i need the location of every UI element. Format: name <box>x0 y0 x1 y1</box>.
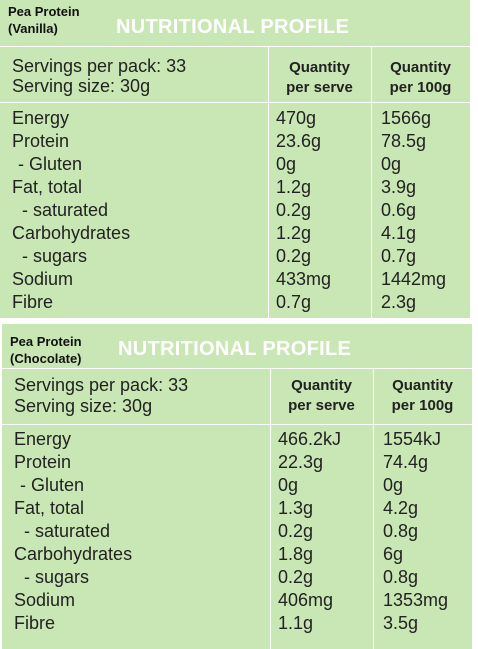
column-header-per-serve: Quantity per serve <box>288 377 355 414</box>
product-variant: (Chocolate) <box>10 351 82 366</box>
table-row: Protein 23.6g 78.5g <box>12 131 427 151</box>
divider <box>0 46 470 47</box>
column-header-per-serve: Quantity per serve <box>286 59 353 96</box>
table-row: Fat, total 1.2g 3.9g <box>12 177 417 197</box>
divider <box>268 46 269 318</box>
column-header-per-100g: Quantity per 100g <box>389 59 452 96</box>
product-name: Pea Protein <box>10 334 82 349</box>
divider <box>0 102 470 103</box>
product-variant: (Vanilla) <box>8 21 58 36</box>
nutrition-panel-vanilla: Pea Protein (Vanilla) NUTRITIONAL PROFIL… <box>0 0 470 318</box>
serving-size: Serving size: 30g <box>12 76 151 96</box>
product-name: Pea Protein <box>8 4 80 19</box>
table-row: - sugars 0.2g 0.7g <box>22 246 417 266</box>
table-row: Fibre 1.1g 3.5g <box>14 613 419 633</box>
table-row: Sodium 433mg 1442mg <box>12 269 447 289</box>
table-row: - Gluten 0g 0g <box>18 154 402 174</box>
divider <box>2 368 472 369</box>
panel-title: NUTRITIONAL PROFILE <box>118 338 352 360</box>
table-row: Protein 22.3g 74.4g <box>14 452 429 472</box>
divider <box>2 424 472 425</box>
table-row: Fat, total 1.3g 4.2g <box>14 498 419 518</box>
divider <box>270 368 271 649</box>
table-row: - saturated 0.2g 0.8g <box>24 521 419 541</box>
table-row: Fibre 0.7g 2.3g <box>12 292 417 312</box>
table-row: Sodium 406mg 1353mg <box>14 590 449 610</box>
table-row: - saturated 0.2g 0.6g <box>22 200 417 220</box>
table-row: Carbohydrates 1.2g 4.1g <box>12 223 417 243</box>
nutrition-panel-chocolate: Pea Protein (Chocolate) NUTRITIONAL PROF… <box>2 324 472 649</box>
divider <box>373 368 374 649</box>
table-row: Energy 466.2kJ 1554kJ <box>14 429 442 449</box>
panel-title: NUTRITIONAL PROFILE <box>116 16 350 38</box>
table-row: - Gluten 0g 0g <box>20 475 404 495</box>
table-row: - sugars 0.2g 0.8g <box>24 567 419 587</box>
divider <box>371 46 372 318</box>
servings-per-pack: Servings per pack: 33 <box>14 375 189 395</box>
servings-per-pack: Servings per pack: 33 <box>12 56 187 76</box>
table-row: Energy 470g 1566g <box>12 108 432 128</box>
column-header-per-100g: Quantity per 100g <box>391 377 454 414</box>
table-row: Carbohydrates 1.8g 6g <box>14 544 404 564</box>
serving-size: Serving size: 30g <box>14 396 153 416</box>
